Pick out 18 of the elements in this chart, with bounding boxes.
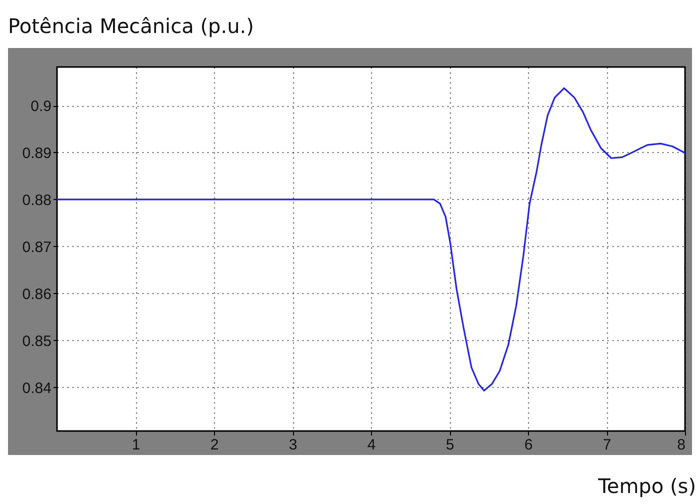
x-tick-label: 6 bbox=[524, 436, 533, 454]
chart-title: Potência Mecânica (p.u.) bbox=[8, 14, 254, 38]
x-tick-label: 4 bbox=[367, 436, 376, 454]
y-tick-label: 0.88 bbox=[22, 192, 52, 209]
y-tick-label: 0.85 bbox=[22, 332, 52, 350]
x-tick-label: 1 bbox=[132, 436, 140, 454]
x-tick-label: 2 bbox=[210, 436, 219, 454]
x-tick-label: 7 bbox=[602, 436, 612, 454]
x-axis-title: Tempo (s) bbox=[598, 474, 696, 498]
y-tick-label: 0.86 bbox=[22, 286, 52, 303]
y-tick-label: 0.9 bbox=[30, 98, 52, 116]
x-tick-label: 8 bbox=[677, 436, 686, 454]
x-tick-label: 5 bbox=[446, 436, 454, 454]
y-tick-label: 0.84 bbox=[22, 380, 52, 397]
x-tick-label: 3 bbox=[288, 436, 298, 454]
line-series bbox=[57, 87, 685, 392]
y-tick-label: 0.89 bbox=[22, 144, 52, 162]
y-tick-label: 0.87 bbox=[22, 238, 52, 256]
